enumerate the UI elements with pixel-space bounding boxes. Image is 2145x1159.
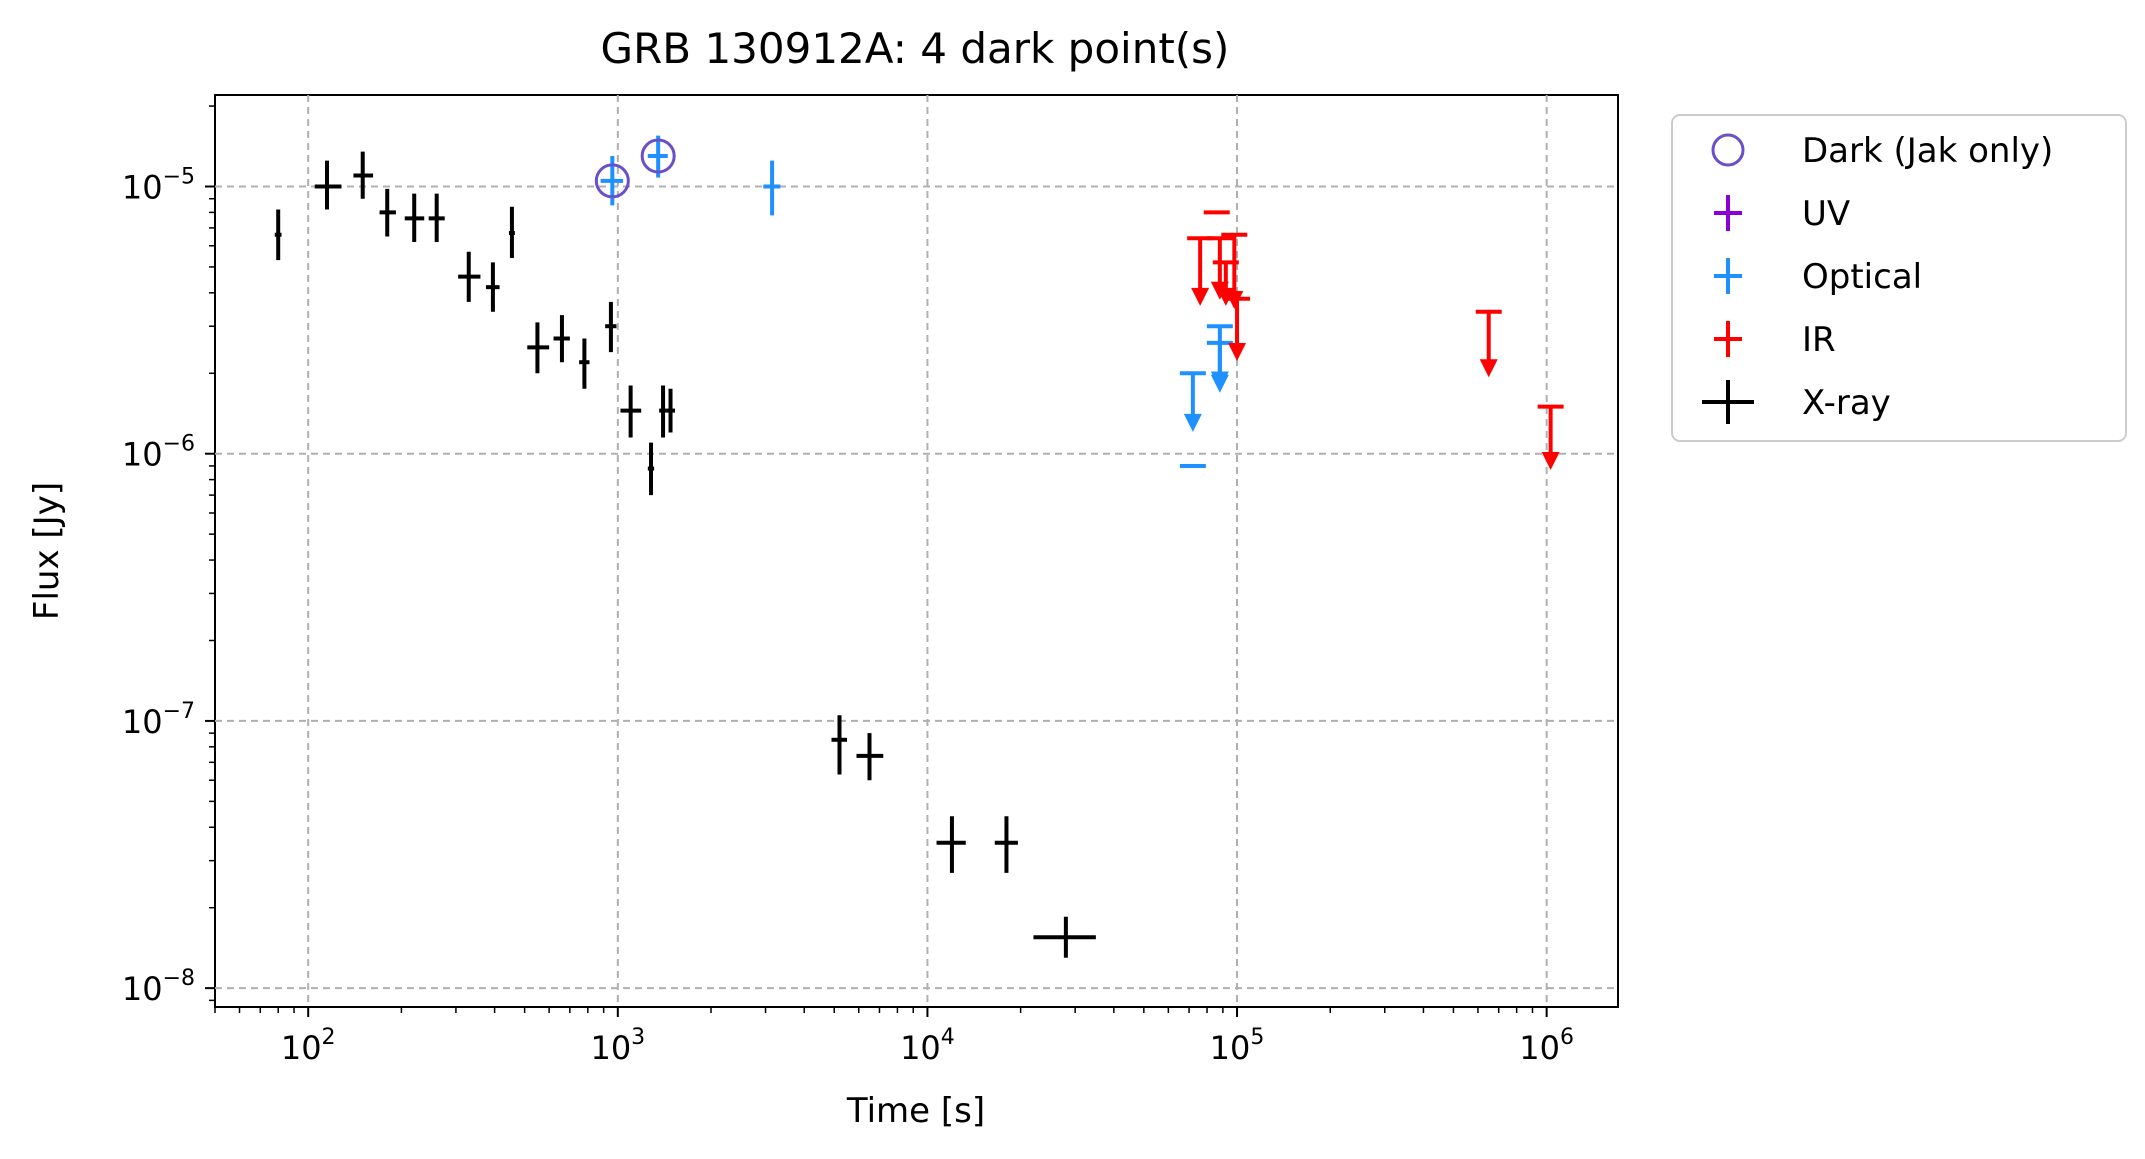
- data-marks: [274, 135, 1564, 958]
- limit-arrowhead: [1191, 287, 1210, 306]
- legend: Dark (Jak only) UV Optical IR X-ray: [1671, 114, 2127, 442]
- errorbar-point: [856, 733, 884, 781]
- errorbar-point: [485, 262, 500, 312]
- legend-entry: Dark (Jak only): [1711, 131, 2053, 171]
- grid: [215, 95, 1618, 1007]
- dark-point-marker: [640, 138, 676, 174]
- limit-arrowhead: [1479, 359, 1498, 378]
- errorbar-point: [508, 206, 515, 259]
- dark-point-marker: [594, 163, 630, 199]
- errorbar-point: [314, 160, 342, 210]
- errorbar-point: [1033, 916, 1096, 958]
- upper-limit-marker: [1187, 236, 1214, 306]
- upper-limit-marker: [1537, 404, 1564, 470]
- errorbar-point: [428, 193, 445, 242]
- errorbar-point: [527, 322, 550, 374]
- plot-frame: [214, 94, 1619, 1008]
- limit-arrowhead: [1541, 451, 1560, 470]
- errorbar-point: [994, 816, 1018, 873]
- limit-arrowhead: [1210, 374, 1229, 393]
- legend-entry: Optical: [1714, 257, 1922, 297]
- errorbar-point: [553, 315, 570, 363]
- legend-label: IR: [1802, 320, 1836, 360]
- legend-entry: IR: [1714, 320, 1836, 360]
- upper-limit-marker: [1475, 309, 1502, 378]
- legend-label: X-ray: [1802, 383, 1891, 423]
- x-tick-label: 105: [1210, 1025, 1265, 1067]
- legend-label: UV: [1802, 194, 1850, 234]
- errorbar-point: [936, 816, 966, 873]
- series-ir: [1187, 210, 1564, 470]
- legend-box: [1671, 114, 2127, 442]
- x-tick-label: 103: [590, 1025, 645, 1067]
- series-optical: [600, 135, 1233, 468]
- x-tick-label: 104: [900, 1025, 955, 1067]
- x-tick-label: 106: [1519, 1025, 1574, 1067]
- errorbar-point: [404, 193, 425, 242]
- legend-label: Optical: [1802, 257, 1922, 297]
- x-axis-label: Time [s]: [846, 1091, 985, 1131]
- errorbar-point: [620, 385, 642, 438]
- errorbar-point: [659, 385, 667, 438]
- y-tick-label: 10−7: [122, 699, 195, 741]
- legend-entry: X-ray: [1702, 380, 1891, 424]
- series-dark-jak-only-: [594, 138, 676, 199]
- errorbar-point: [763, 160, 781, 216]
- upper-limit-marker: [1206, 340, 1233, 393]
- errorbar-point: [458, 251, 481, 302]
- x-tick-label: 102: [281, 1025, 336, 1067]
- errorbar-point: [831, 715, 848, 775]
- y-tick-label: 10−8: [122, 966, 195, 1008]
- limit-arrowhead: [1228, 343, 1247, 362]
- upper-limit-marker: [1224, 296, 1251, 362]
- chart-title: GRB 130912A: 4 dark point(s): [601, 24, 1230, 73]
- errorbar-point: [666, 388, 675, 433]
- plot-area: 102 103 104 105 106 10−8 10−7 10−6 10−5: [122, 94, 1619, 1067]
- axis-ticks: 102 103 104 105 106 10−8 10−7 10−6 10−5: [122, 105, 1574, 1067]
- series-x-ray: [274, 151, 1096, 958]
- limit-arrowhead: [1183, 413, 1202, 432]
- legend-entry: UV: [1714, 194, 1850, 234]
- y-axis-label: Flux [Jy]: [27, 482, 67, 620]
- upper-limit-marker: [1179, 371, 1206, 432]
- legend-label: Dark (Jak only): [1802, 131, 2053, 171]
- errorbar-point: [647, 442, 655, 496]
- errorbar-point: [274, 209, 282, 261]
- errorbar-point: [353, 151, 374, 199]
- errorbar-point: [579, 338, 590, 389]
- errorbar-point: [605, 301, 617, 353]
- y-tick-label: 10−5: [122, 164, 195, 206]
- errorbar-point: [379, 188, 396, 237]
- y-tick-label: 10−6: [122, 432, 195, 474]
- legend-marker-circle: [1711, 133, 1745, 167]
